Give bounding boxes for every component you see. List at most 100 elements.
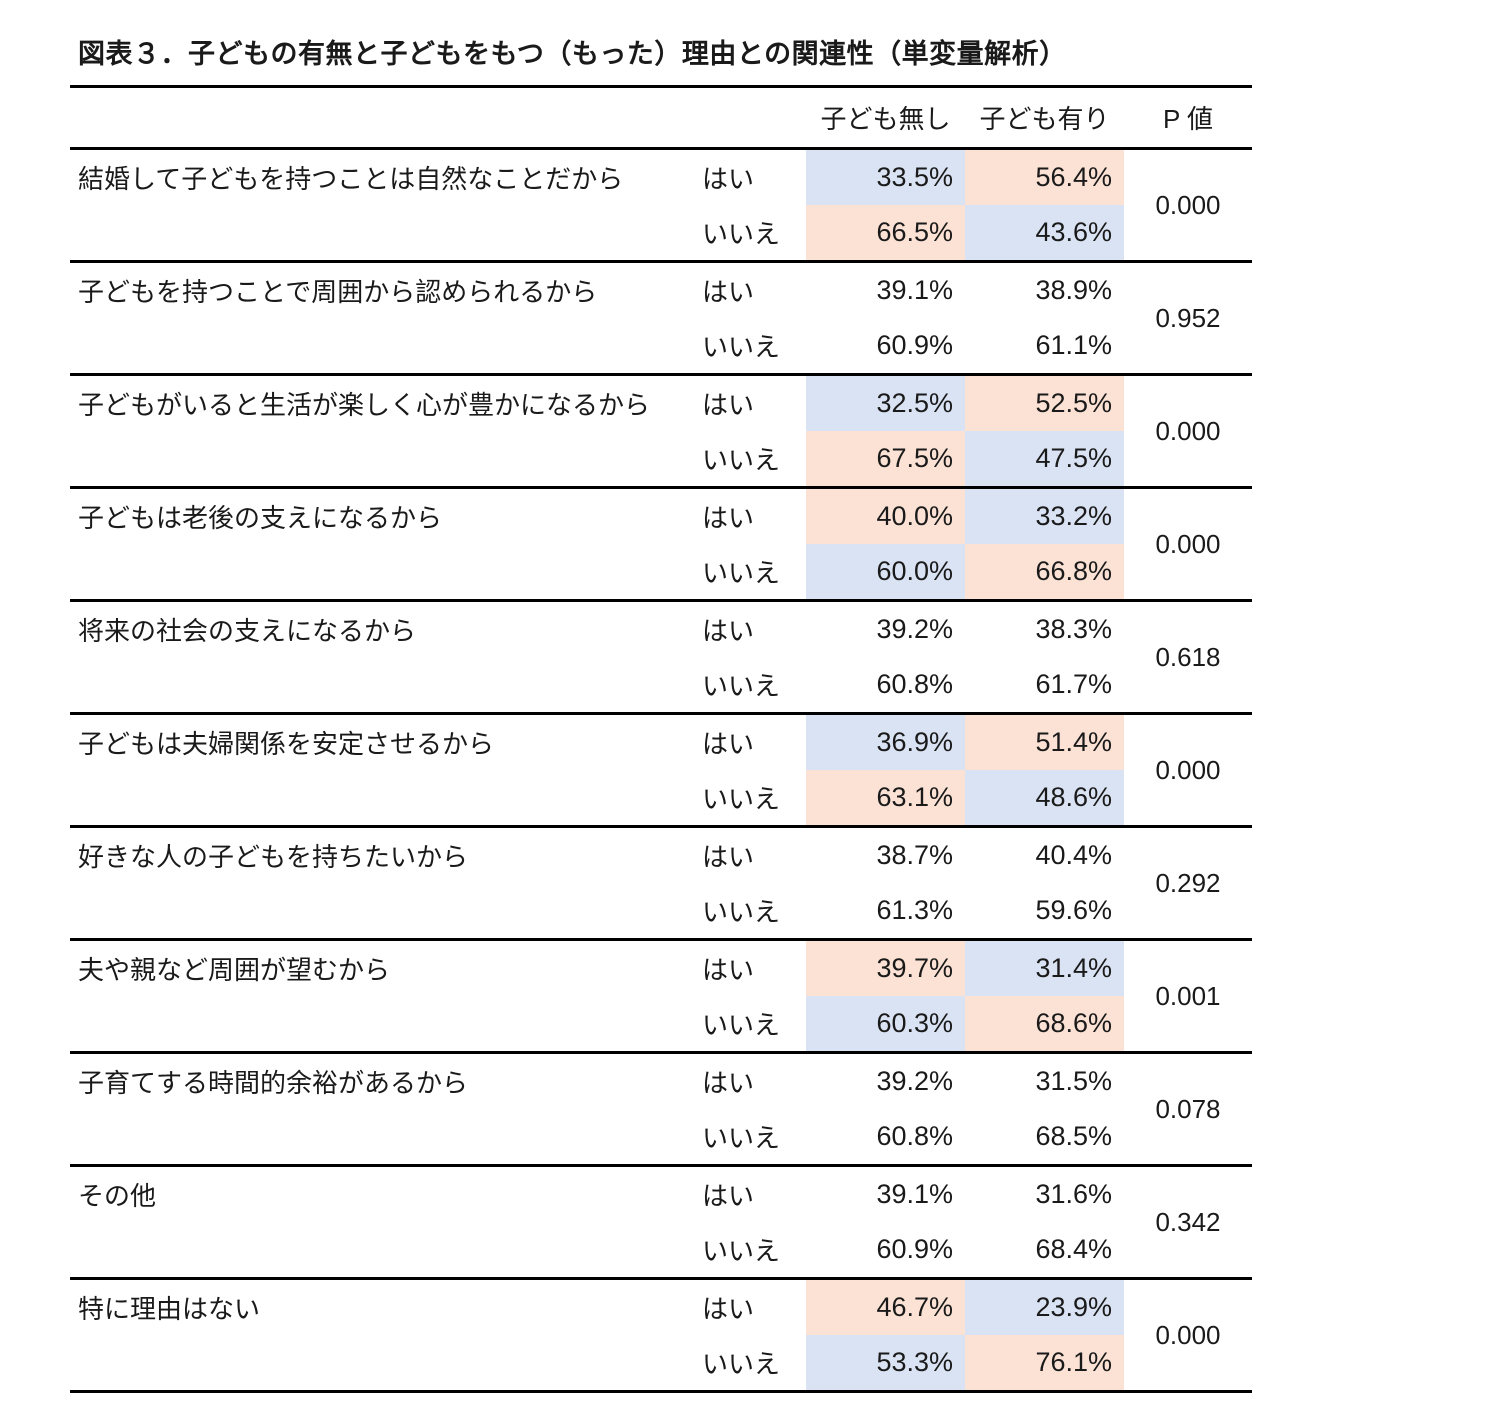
value-cell: 66.5% <box>806 205 965 262</box>
value-cell: 39.1% <box>806 260 965 318</box>
header-row: 子ども無し 子ども有り P 値 <box>70 87 1252 149</box>
answer-cell: はい <box>696 1164 806 1222</box>
table-row: その他 はい 39.1% 31.6% 0.342 <box>70 1164 1252 1279</box>
answer-cell: はい <box>696 260 806 318</box>
table-row: 子どもは老後の支えになるから はい 40.0% 33.2% 0.000 <box>70 486 1252 601</box>
value-cell: 43.6% <box>965 205 1124 262</box>
value-cell: 68.4% <box>1035 1234 1112 1264</box>
value-cell: 39.2% <box>806 599 965 657</box>
value-cell: 39.7% <box>806 938 965 996</box>
table-row: いいえ 66.5% 43.6% <box>70 205 1252 262</box>
reason-cell: 子どもがいると生活が楽しく心が豊かになるから <box>70 373 696 488</box>
answer-cell: はい <box>696 1277 806 1335</box>
answer-cell: いいえ <box>702 897 781 927</box>
answer-cell: いいえ <box>702 1349 781 1379</box>
value-cell: 47.5% <box>965 431 1124 488</box>
p-value-cell: 0.292 <box>1124 825 1252 940</box>
answer-cell: はい <box>696 825 806 883</box>
value-cell: 40.0% <box>806 486 965 544</box>
reason-cell: 子どもを持つことで周囲から認められるから <box>70 260 696 375</box>
answer-cell: はい <box>696 712 806 770</box>
table-row: いいえ 60.9% 68.4% <box>70 1222 1252 1279</box>
value-cell: 61.1% <box>1035 330 1112 360</box>
reason-cell: 子どもは老後の支えになるから <box>70 486 696 601</box>
p-value-cell: 0.000 <box>1124 373 1252 488</box>
answer-cell: はい <box>696 1051 806 1109</box>
value-cell: 60.0% <box>806 544 965 601</box>
header-spacer-reason <box>70 87 696 149</box>
reason-cell: 結婚して子どもを持つことは自然なことだから <box>70 147 696 262</box>
reason-cell: 夫や親など周囲が望むから <box>70 938 696 1053</box>
value-cell: 56.4% <box>965 147 1124 205</box>
answer-cell: いいえ <box>702 784 781 814</box>
table-row: いいえ 63.1% 48.6% <box>70 770 1252 827</box>
answer-cell: はい <box>696 599 806 657</box>
value-cell: 52.5% <box>965 373 1124 431</box>
reason-cell: 子どもは夫婦関係を安定させるから <box>70 712 696 827</box>
value-cell: 38.9% <box>965 260 1124 318</box>
value-cell: 68.6% <box>965 996 1124 1053</box>
answer-cell: いいえ <box>702 1123 781 1153</box>
value-cell: 38.3% <box>965 599 1124 657</box>
answer-cell: はい <box>696 486 806 544</box>
p-value-cell: 0.342 <box>1124 1164 1252 1279</box>
header-spacer-answer <box>696 87 806 149</box>
value-cell: 60.3% <box>806 996 965 1053</box>
table-row: 将来の社会の支えになるから はい 39.2% 38.3% 0.618 <box>70 599 1252 714</box>
value-cell: 40.4% <box>965 825 1124 883</box>
answer-cell: はい <box>696 147 806 205</box>
table-row: いいえ 60.0% 66.8% <box>70 544 1252 601</box>
header-no-child: 子ども無し <box>820 104 951 134</box>
value-cell: 66.8% <box>965 544 1124 601</box>
p-value-cell: 0.001 <box>1124 938 1252 1053</box>
answer-cell: いいえ <box>702 671 781 701</box>
value-cell: 36.9% <box>806 712 965 770</box>
stats-table: 子ども無し 子ども有り P 値 結婚して子どもを持つことは自然なことだから はい 3… <box>70 85 1252 1393</box>
table-row: 好きな人の子どもを持ちたいから はい 38.7% 40.4% 0.292 <box>70 825 1252 940</box>
value-cell: 67.5% <box>806 431 965 488</box>
table-row: いいえ 60.9% 61.1% <box>70 318 1252 375</box>
reason-cell: 子育てする時間的余裕があるから <box>70 1051 696 1166</box>
table-row: 子どもは夫婦関係を安定させるから はい 36.9% 51.4% 0.000 <box>70 712 1252 827</box>
table-row: 結婚して子どもを持つことは自然なことだから はい 33.5% 56.4% 0.000 <box>70 147 1252 262</box>
p-value-cell: 0.000 <box>1124 486 1252 601</box>
answer-cell: いいえ <box>702 332 781 362</box>
p-value-cell: 0.952 <box>1124 260 1252 375</box>
p-value-cell: 0.000 <box>1124 712 1252 827</box>
reason-cell: その他 <box>70 1164 696 1279</box>
p-value-cell: 0.078 <box>1124 1051 1252 1166</box>
table-row: 子どもを持つことで周囲から認められるから はい 39.1% 38.9% 0.952 <box>70 260 1252 375</box>
p-value-cell: 0.000 <box>1124 1277 1252 1392</box>
value-cell: 48.6% <box>965 770 1124 827</box>
value-cell: 46.7% <box>806 1277 965 1335</box>
value-cell: 39.2% <box>806 1051 965 1109</box>
value-cell: 39.1% <box>806 1164 965 1222</box>
value-cell: 59.6% <box>1035 895 1112 925</box>
table-row: いいえ 60.8% 61.7% <box>70 657 1252 714</box>
answer-cell: いいえ <box>702 219 781 249</box>
p-value-cell: 0.000 <box>1124 147 1252 262</box>
header-has-child: 子ども有り <box>979 104 1110 134</box>
answer-cell: はい <box>696 938 806 996</box>
value-cell: 32.5% <box>806 373 965 431</box>
reason-cell: 特に理由はない <box>70 1277 696 1392</box>
reason-cell: 将来の社会の支えになるから <box>70 599 696 714</box>
value-cell: 60.8% <box>876 1121 953 1151</box>
table-row: いいえ 53.3% 76.1% <box>70 1335 1252 1392</box>
value-cell: 23.9% <box>965 1277 1124 1335</box>
table-row: 子育てする時間的余裕があるから はい 39.2% 31.5% 0.078 <box>70 1051 1252 1166</box>
header-p-value: P 値 <box>1162 104 1214 134</box>
value-cell: 31.6% <box>965 1164 1124 1222</box>
value-cell: 68.5% <box>1035 1121 1112 1151</box>
value-cell: 63.1% <box>806 770 965 827</box>
table-row: 特に理由はない はい 46.7% 23.9% 0.000 <box>70 1277 1252 1392</box>
answer-cell: いいえ <box>702 1236 781 1266</box>
value-cell: 60.9% <box>876 1234 953 1264</box>
value-cell: 38.7% <box>806 825 965 883</box>
value-cell: 51.4% <box>965 712 1124 770</box>
value-cell: 31.5% <box>965 1051 1124 1109</box>
table-row: 子どもがいると生活が楽しく心が豊かになるから はい 32.5% 52.5% 0.000 <box>70 373 1252 488</box>
p-value-cell: 0.618 <box>1124 599 1252 714</box>
reason-cell: 好きな人の子どもを持ちたいから <box>70 825 696 940</box>
